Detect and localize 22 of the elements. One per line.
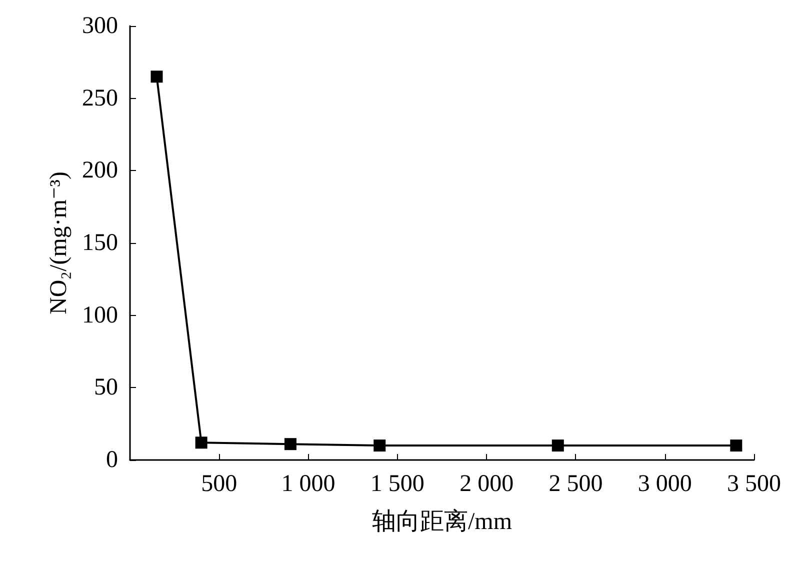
- point: [374, 440, 386, 452]
- y-tick-label: 200: [82, 158, 118, 184]
- point: [552, 440, 564, 452]
- y-tick-label: 250: [82, 85, 118, 112]
- x-tick-label: 1 500: [370, 471, 424, 497]
- x-tick-label: 2 000: [460, 471, 514, 497]
- x-tick-label: 1 000: [281, 471, 336, 497]
- x-tick-label: 500: [201, 471, 238, 497]
- point: [284, 438, 296, 450]
- x-tick-label: 3 000: [638, 471, 692, 497]
- y-tick-label: 50: [94, 374, 118, 401]
- point: [730, 440, 742, 452]
- x-axis-title: 轴向距离/mm: [372, 508, 512, 535]
- y-tick-label: 100: [82, 302, 118, 328]
- y-tick-label: 0: [106, 447, 118, 473]
- y-tick-label: 300: [82, 13, 118, 39]
- x-tick-label: 3 500: [727, 471, 781, 497]
- x-tick-label: 2 500: [548, 471, 603, 497]
- point: [195, 436, 208, 449]
- point: [150, 70, 163, 83]
- y-tick-label: 150: [82, 230, 118, 256]
- y-axis-title: NO₂/(mg·m⁻³): [46, 172, 72, 314]
